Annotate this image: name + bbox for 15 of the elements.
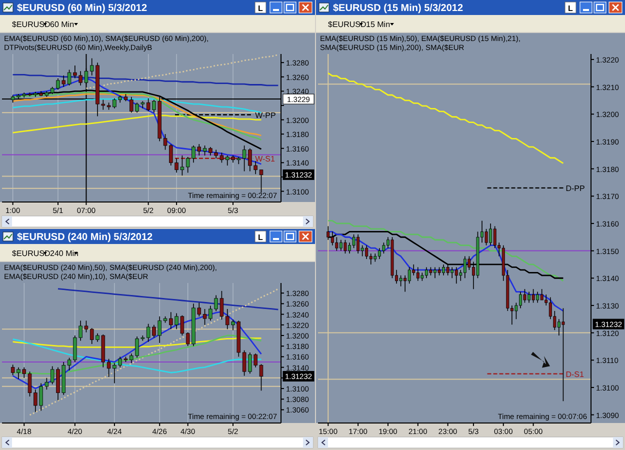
text: L	[258, 4, 264, 13]
ref-line-label: W-PP	[255, 110, 276, 120]
chart-title: $EURUSD (240 Min) 5/3/2012	[17, 232, 154, 243]
text: $EURUSD	[12, 249, 50, 258]
ref-line-label: W-S1	[255, 154, 276, 164]
text: $EURUSD	[328, 20, 366, 29]
chart-title: $EURUSD (60 Min) 5/3/2012	[17, 3, 148, 14]
text: $EURUSD	[12, 20, 50, 29]
text: 60 Min	[50, 20, 74, 29]
ref-line-label: D-PP	[566, 184, 585, 193]
text: L	[568, 4, 574, 13]
text: L	[258, 233, 264, 242]
ref-line-label: D-S1	[566, 370, 584, 379]
chart-title: $EURUSD (15 Min) 5/3/2012	[333, 3, 464, 14]
text: 15 Min	[366, 20, 390, 29]
